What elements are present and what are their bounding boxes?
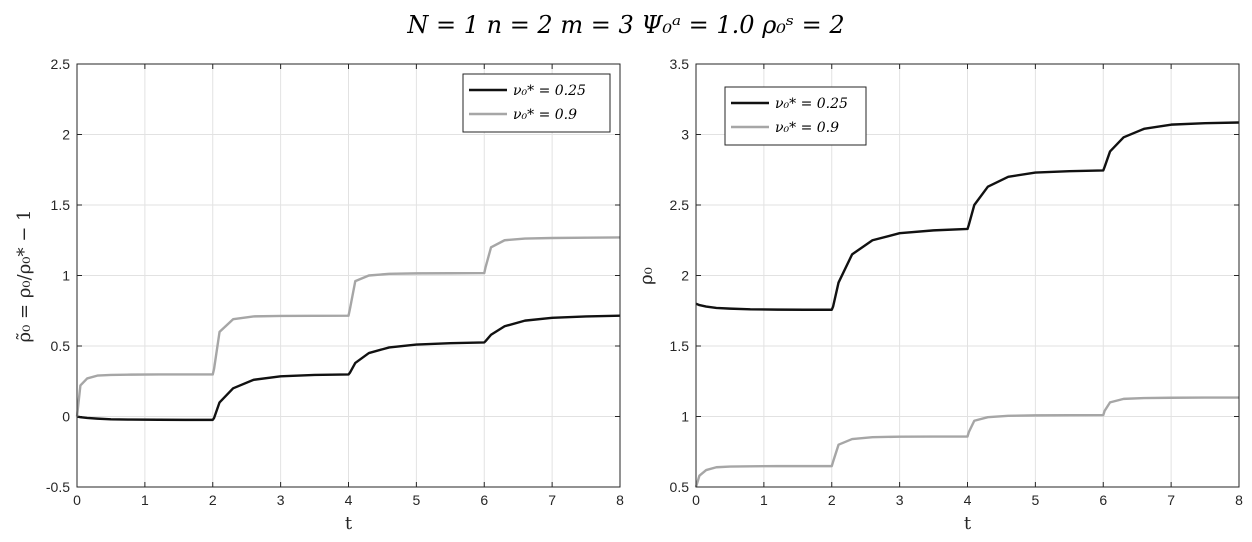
y-tick-label: 3.5: [670, 56, 690, 72]
series-line-1: [75, 236, 621, 417]
x-tick-label: 0: [692, 492, 700, 508]
x-tick-label: 8: [1235, 492, 1243, 508]
x-tick-label: 3: [277, 492, 285, 508]
y-tick-label: 1: [681, 409, 689, 425]
legend-label-1: ν₀* = 0.9: [775, 120, 839, 136]
x-tick-label: 5: [412, 492, 420, 508]
x-axis-label: t: [345, 513, 353, 534]
y-tick-label: 2.5: [670, 197, 690, 213]
legend-label-0: ν₀* = 0.25: [775, 96, 848, 112]
legend-box: [462, 73, 611, 133]
series-line-1: [694, 396, 1239, 488]
axes-box: [695, 63, 1240, 488]
legend-label-0: ν₀* = 0.25: [513, 83, 586, 99]
y-tick-label: 0.5: [670, 479, 690, 495]
figure-title: N = 1 n = 2 m = 3 Ψ₀ᵃ = 1.0 ρ₀ˢ = 2: [406, 11, 844, 39]
x-tick-label: 3: [896, 492, 904, 508]
legend-label-1: ν₀* = 0.9: [513, 107, 577, 123]
x-tick-label: 0: [73, 492, 81, 508]
legend-box: [724, 86, 867, 146]
y-axis-label: ρ̃₀ = ρ₀/ρ₀* − 1: [14, 210, 35, 343]
x-tick-label: 1: [141, 492, 149, 508]
right-chart: 0 1 2 3 4 5 6 7 8 0.5 1 1.5 2 2.5 3 3.5 t ρ₀ ν₀* = 0.25 ν₀*…: [636, 56, 1243, 534]
y-tick-label: 1.5: [51, 197, 71, 213]
y-tick-label: 2: [681, 268, 689, 284]
x-tick-label: 7: [548, 492, 556, 508]
y-tick-label: 0: [62, 409, 70, 425]
x-axis-label: t: [964, 513, 972, 534]
x-tick-label: 8: [616, 492, 624, 508]
y-tick-label: 1: [62, 268, 70, 284]
left-chart: 0 1 2 3 4 5 6 7 8-0.500.511.522.5tρ̃₀ = ρ₀/ρ₀* −…: [14, 56, 624, 534]
y-tick-label: 0.5: [51, 338, 71, 354]
axes-box: [76, 63, 621, 488]
x-tick-label: 2: [828, 492, 836, 508]
series-line-0: [695, 121, 1240, 311]
x-tick-label: 4: [964, 492, 972, 508]
x-tick-label: 7: [1167, 492, 1175, 508]
x-tick-label: 6: [1099, 492, 1107, 508]
y-tick-label: -0.5: [46, 479, 70, 495]
x-tick-label: 5: [1031, 492, 1039, 508]
x-tick-label: 2: [209, 492, 217, 508]
series-line-0: [76, 314, 621, 422]
x-tick-label: 6: [480, 492, 488, 508]
x-tick-label: 1: [760, 492, 768, 508]
y-tick-label: 2.5: [51, 56, 71, 72]
x-tick-label: 4: [345, 492, 353, 508]
y-tick-label: 2: [62, 127, 70, 143]
y-axis-label: ρ₀: [636, 267, 657, 285]
y-tick-label: 3: [681, 127, 689, 143]
y-tick-label: 1.5: [670, 338, 690, 354]
